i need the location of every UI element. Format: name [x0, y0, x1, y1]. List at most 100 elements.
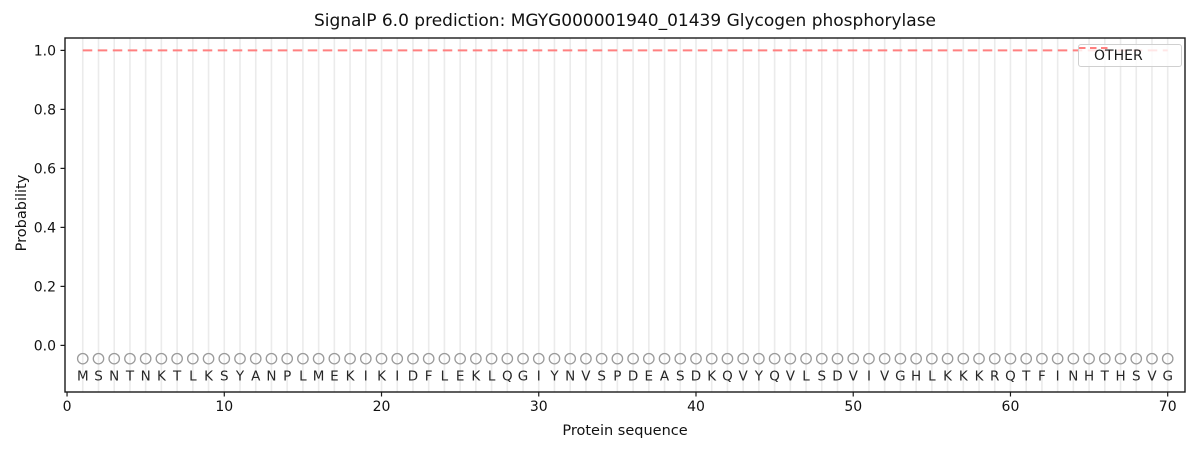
residue-marker: [595, 352, 608, 365]
residue-marker: [1083, 352, 1095, 365]
residue-letter: M: [313, 368, 325, 384]
residue-letter: I: [395, 368, 399, 384]
residue-marker: [344, 352, 356, 365]
residue-letter: Q: [769, 368, 780, 384]
residue-letter: L: [299, 368, 307, 384]
residue-letter: S: [597, 368, 606, 384]
residue-letter: K: [377, 368, 387, 384]
residue-marker: [92, 352, 105, 365]
residue-marker: [281, 352, 294, 365]
residue-marker: [359, 352, 372, 365]
residue-marker: [76, 352, 89, 365]
y-tick-label: 0.2: [34, 279, 56, 295]
residue-letter: V: [786, 368, 796, 384]
residue-marker: [1161, 352, 1174, 365]
residue-marker: [1130, 352, 1143, 365]
residue-letter: L: [802, 368, 810, 384]
residue-letter: I: [1056, 368, 1060, 384]
residue-marker: [501, 352, 514, 365]
legend-dashed-line-sample: [1079, 47, 1109, 49]
residue-letter: N: [141, 368, 151, 384]
residue-letter: L: [928, 368, 936, 384]
residue-marker: [470, 352, 482, 365]
x-tick-label: 40: [687, 399, 705, 415]
residue-letter: I: [867, 368, 871, 384]
residue-letter: S: [817, 368, 826, 384]
residue-marker: [737, 352, 750, 365]
residue-marker: [768, 352, 781, 365]
residue-letter: V: [880, 368, 890, 384]
residue-letter: K: [943, 368, 953, 384]
residue-marker: [297, 352, 309, 365]
y-tick-label: 0.4: [34, 220, 56, 236]
residue-letter: K: [975, 368, 985, 384]
residue-letter: F: [1038, 368, 1046, 384]
x-tick-label: 70: [1159, 399, 1177, 415]
residue-marker: [878, 352, 891, 365]
residue-marker: [202, 352, 215, 365]
residue-letter: H: [1115, 368, 1125, 384]
residue-letter: E: [330, 368, 339, 384]
residue-letter: K: [346, 368, 356, 384]
residue-letter: F: [425, 368, 433, 384]
residue-letter: S: [94, 368, 103, 384]
x-tick-label: 10: [215, 399, 233, 415]
residue-marker: [407, 352, 419, 365]
residue-marker: [1067, 352, 1080, 365]
residue-letter: Y: [754, 368, 764, 384]
residue-letter: N: [266, 368, 276, 384]
residue-letter: L: [488, 368, 496, 384]
residue-marker: [265, 352, 278, 365]
residue-marker: [800, 352, 812, 365]
y-tick-label: 1.0: [34, 43, 56, 59]
residue-marker: [831, 352, 844, 365]
residue-letter: D: [832, 368, 842, 384]
residue-marker: [375, 352, 388, 365]
residue-letter: E: [645, 368, 654, 384]
residue-letter: S: [220, 368, 229, 384]
residue-marker: [422, 352, 435, 365]
residue-marker: [548, 352, 561, 365]
residue-marker: [988, 352, 1001, 365]
residue-marker: [139, 352, 152, 365]
residue-letter: N: [109, 368, 119, 384]
legend: OTHER: [1078, 44, 1182, 67]
residue-letter: V: [849, 368, 859, 384]
x-tick-label: 50: [844, 399, 862, 415]
residue-letter: Q: [502, 368, 513, 384]
residue-marker: [627, 352, 639, 365]
legend-label: OTHER: [1094, 47, 1143, 64]
residue-letter: T: [1021, 368, 1031, 384]
residue-marker: [1098, 352, 1111, 365]
residue-letter: N: [1068, 368, 1078, 384]
residue-letter: Q: [722, 368, 733, 384]
residue-letter: H: [1084, 368, 1094, 384]
residue-letter: L: [441, 368, 449, 384]
x-tick-label: 20: [373, 399, 391, 415]
residue-letter: Y: [235, 368, 245, 384]
residue-marker: [234, 352, 246, 365]
y-axis-label: Probability: [14, 174, 30, 252]
residue-letter: N: [565, 368, 575, 384]
residue-letter: S: [676, 368, 685, 384]
residue-marker: [957, 352, 970, 365]
residue-letter: P: [613, 368, 621, 384]
residue-letter: M: [77, 368, 89, 384]
x-tick-label: 60: [1002, 399, 1020, 415]
y-tick-label: 0.6: [34, 161, 56, 177]
residue-letter: T: [1100, 368, 1110, 384]
residue-marker: [658, 352, 671, 365]
residue-marker: [941, 352, 954, 365]
residue-letter: K: [471, 368, 481, 384]
residue-marker: [517, 352, 529, 365]
residue-letter: I: [537, 368, 541, 384]
residue-letter: K: [707, 368, 717, 384]
residue-marker: [1020, 352, 1033, 365]
residue-letter: G: [518, 368, 528, 384]
residue-letter: D: [628, 368, 638, 384]
residue-letter: T: [125, 368, 135, 384]
residue-letter: V: [581, 368, 591, 384]
residue-letter: P: [283, 368, 291, 384]
residue-marker: [564, 352, 577, 365]
